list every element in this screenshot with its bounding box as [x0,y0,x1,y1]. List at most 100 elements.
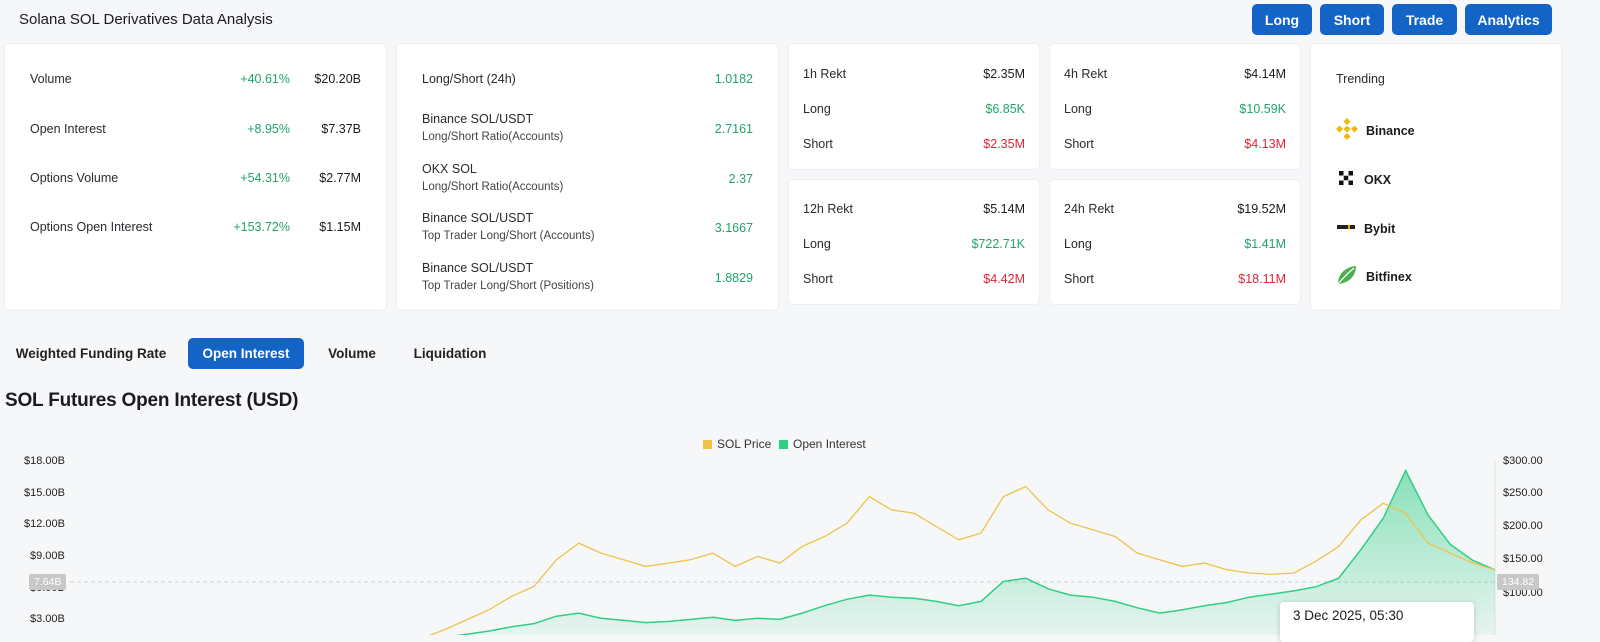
rekt-short-label: Short [1064,137,1094,151]
chart-title: SOL Futures Open Interest (USD) [5,390,299,411]
binance-icon [1335,117,1359,143]
trending-card: Trending Binance OKX Bybit Bitfinex [1311,44,1561,310]
open-interest-line [455,468,1496,635]
legend-label: Open Interest [793,437,866,451]
rekt-short-label: Short [803,137,833,151]
summary-change: +54.31% [240,171,290,185]
rekt-card-1h: 1h Rekt $2.35M Long $6.85K Short $2.35M [789,44,1039,169]
ratio-sublabel: Top Trader Long/Short (Positions) [422,280,594,292]
rekt-long: $1.41M [1244,237,1286,251]
rekt-long: $6.85K [985,102,1025,116]
ratio-label: Binance SOL/USDT [422,261,534,275]
summary-label: Options Volume [30,171,119,185]
rekt-long-label: Long [1064,237,1092,251]
summary-change: +153.72% [233,220,290,234]
rekt-short: $4.13M [1244,137,1286,151]
trending-item-bybit[interactable]: Bybit [1336,217,1395,240]
summary-label: Open Interest [30,122,106,136]
rekt-short-label: Short [803,272,833,286]
legend-label: SOL Price [717,437,772,451]
tab-weighted-funding-rate[interactable]: Weighted Funding Rate [15,346,167,361]
rekt-total: $19.52M [1237,202,1286,216]
analytics-button[interactable]: Analytics [1465,4,1552,35]
trending-item-bitfinex[interactable]: Bitfinex [1336,264,1412,289]
trending-item-label: Binance [1366,123,1415,138]
trending-item-binance[interactable]: Binance [1335,117,1415,143]
trade-button[interactable]: Trade [1392,4,1457,35]
rekt-long-label: Long [1064,102,1092,116]
rekt-period: 1h Rekt [803,67,847,81]
ratio-sublabel: Long/Short Ratio(Accounts) [422,131,564,143]
ratio-value: 2.37 [728,172,753,186]
rekt-long-label: Long [803,237,831,251]
crosshair-left-tag: 7.64B [29,574,67,590]
okx-icon [1336,168,1356,191]
summary-value: $20.20B [314,72,361,86]
tab-liquidation[interactable]: Liquidation [413,346,487,361]
ratio-label: Long/Short (24h) [422,72,516,86]
ratio-value: 1.8829 [714,271,753,285]
rekt-card-12h: 12h Rekt $5.14M Long $722.71K Short $4.42M [789,180,1039,304]
summary-value: $1.15M [319,220,361,234]
trending-item-label: Bitfinex [1366,269,1412,284]
ratio-label: OKX SOL [422,162,477,176]
rekt-period: 24h Rekt [1064,202,1115,216]
y-left-tick: $18.00B [24,455,65,467]
bybit-icon [1336,217,1356,240]
tab-open-interest[interactable]: Open Interest [188,338,304,369]
ratio-value: 2.7161 [714,122,753,136]
trending-title: Trending [1336,72,1385,86]
y-right-tick: $300.00 [1503,455,1543,467]
trending-item-okx[interactable]: OKX [1336,168,1391,191]
y-right-tick: $250.00 [1503,487,1543,499]
summary-label: Options Open Interest [30,220,153,234]
rekt-period: 4h Rekt [1064,67,1108,81]
y-left-tick: $9.00B [30,550,65,562]
summary-label: Volume [30,72,72,86]
chart-tooltip: 3 Dec 2025, 05:30 [1280,602,1474,642]
long-button[interactable]: Long [1252,4,1312,35]
y-right-tick: $100.00 [1503,587,1543,599]
rekt-total: $4.14M [1244,67,1286,81]
tooltip-date: 3 Dec 2025, 05:30 [1293,608,1404,623]
y-left-tick: $15.00B [24,487,65,499]
summary-card: Volume +40.61% $20.20B Open Interest +8.… [5,44,386,310]
legend-sol-price[interactable]: SOL Price [703,437,771,451]
trending-item-label: Bybit [1364,221,1396,236]
rekt-long: $10.59K [1239,102,1286,116]
y-left-tick: $3.00B [30,613,65,625]
tab-volume[interactable]: Volume [328,346,376,361]
top-bar: Solana SOL Derivatives Data Analysis Lon… [0,0,1600,40]
ratio-sublabel: Long/Short Ratio(Accounts) [422,181,564,193]
rekt-total: $2.35M [983,67,1025,81]
y-left-tick: $12.00B [24,518,65,530]
legend-swatch [779,439,788,449]
summary-value: $7.37B [321,122,361,136]
rekt-short: $4.42M [983,272,1025,286]
ratio-label: Binance SOL/USDT [422,211,534,225]
bitfinex-icon [1336,264,1358,289]
ratio-value: 3.1667 [714,221,753,235]
rekt-short-label: Short [1064,272,1094,286]
summary-value: $2.77M [319,171,361,185]
rekt-card-24h: 24h Rekt $19.52M Long $1.41M Short $18.11M [1050,180,1300,304]
page-title: Solana SOL Derivatives Data Analysis [19,11,273,28]
ratio-label: Binance SOL/USDT [422,112,534,126]
rekt-long: $722.71K [971,237,1025,251]
rekt-short: $2.35M [983,137,1025,151]
y-right-tick: $200.00 [1503,520,1543,532]
short-button[interactable]: Short [1320,4,1384,35]
legend-open-interest[interactable]: Open Interest [779,437,866,451]
rekt-total: $5.14M [983,202,1025,216]
ratio-sublabel: Top Trader Long/Short (Accounts) [422,230,595,242]
y-right-tick: $150.00 [1503,553,1543,565]
legend-swatch [703,439,712,449]
rekt-long-label: Long [803,102,831,116]
rekt-card-4h: 4h Rekt $4.14M Long $10.59K Short $4.13M [1050,44,1300,169]
rekt-short: $18.11M [1238,272,1286,286]
sol-price-line [428,485,1496,635]
trending-item-label: OKX [1364,172,1392,187]
rekt-period: 12h Rekt [803,202,854,216]
summary-change: +40.61% [240,72,290,86]
